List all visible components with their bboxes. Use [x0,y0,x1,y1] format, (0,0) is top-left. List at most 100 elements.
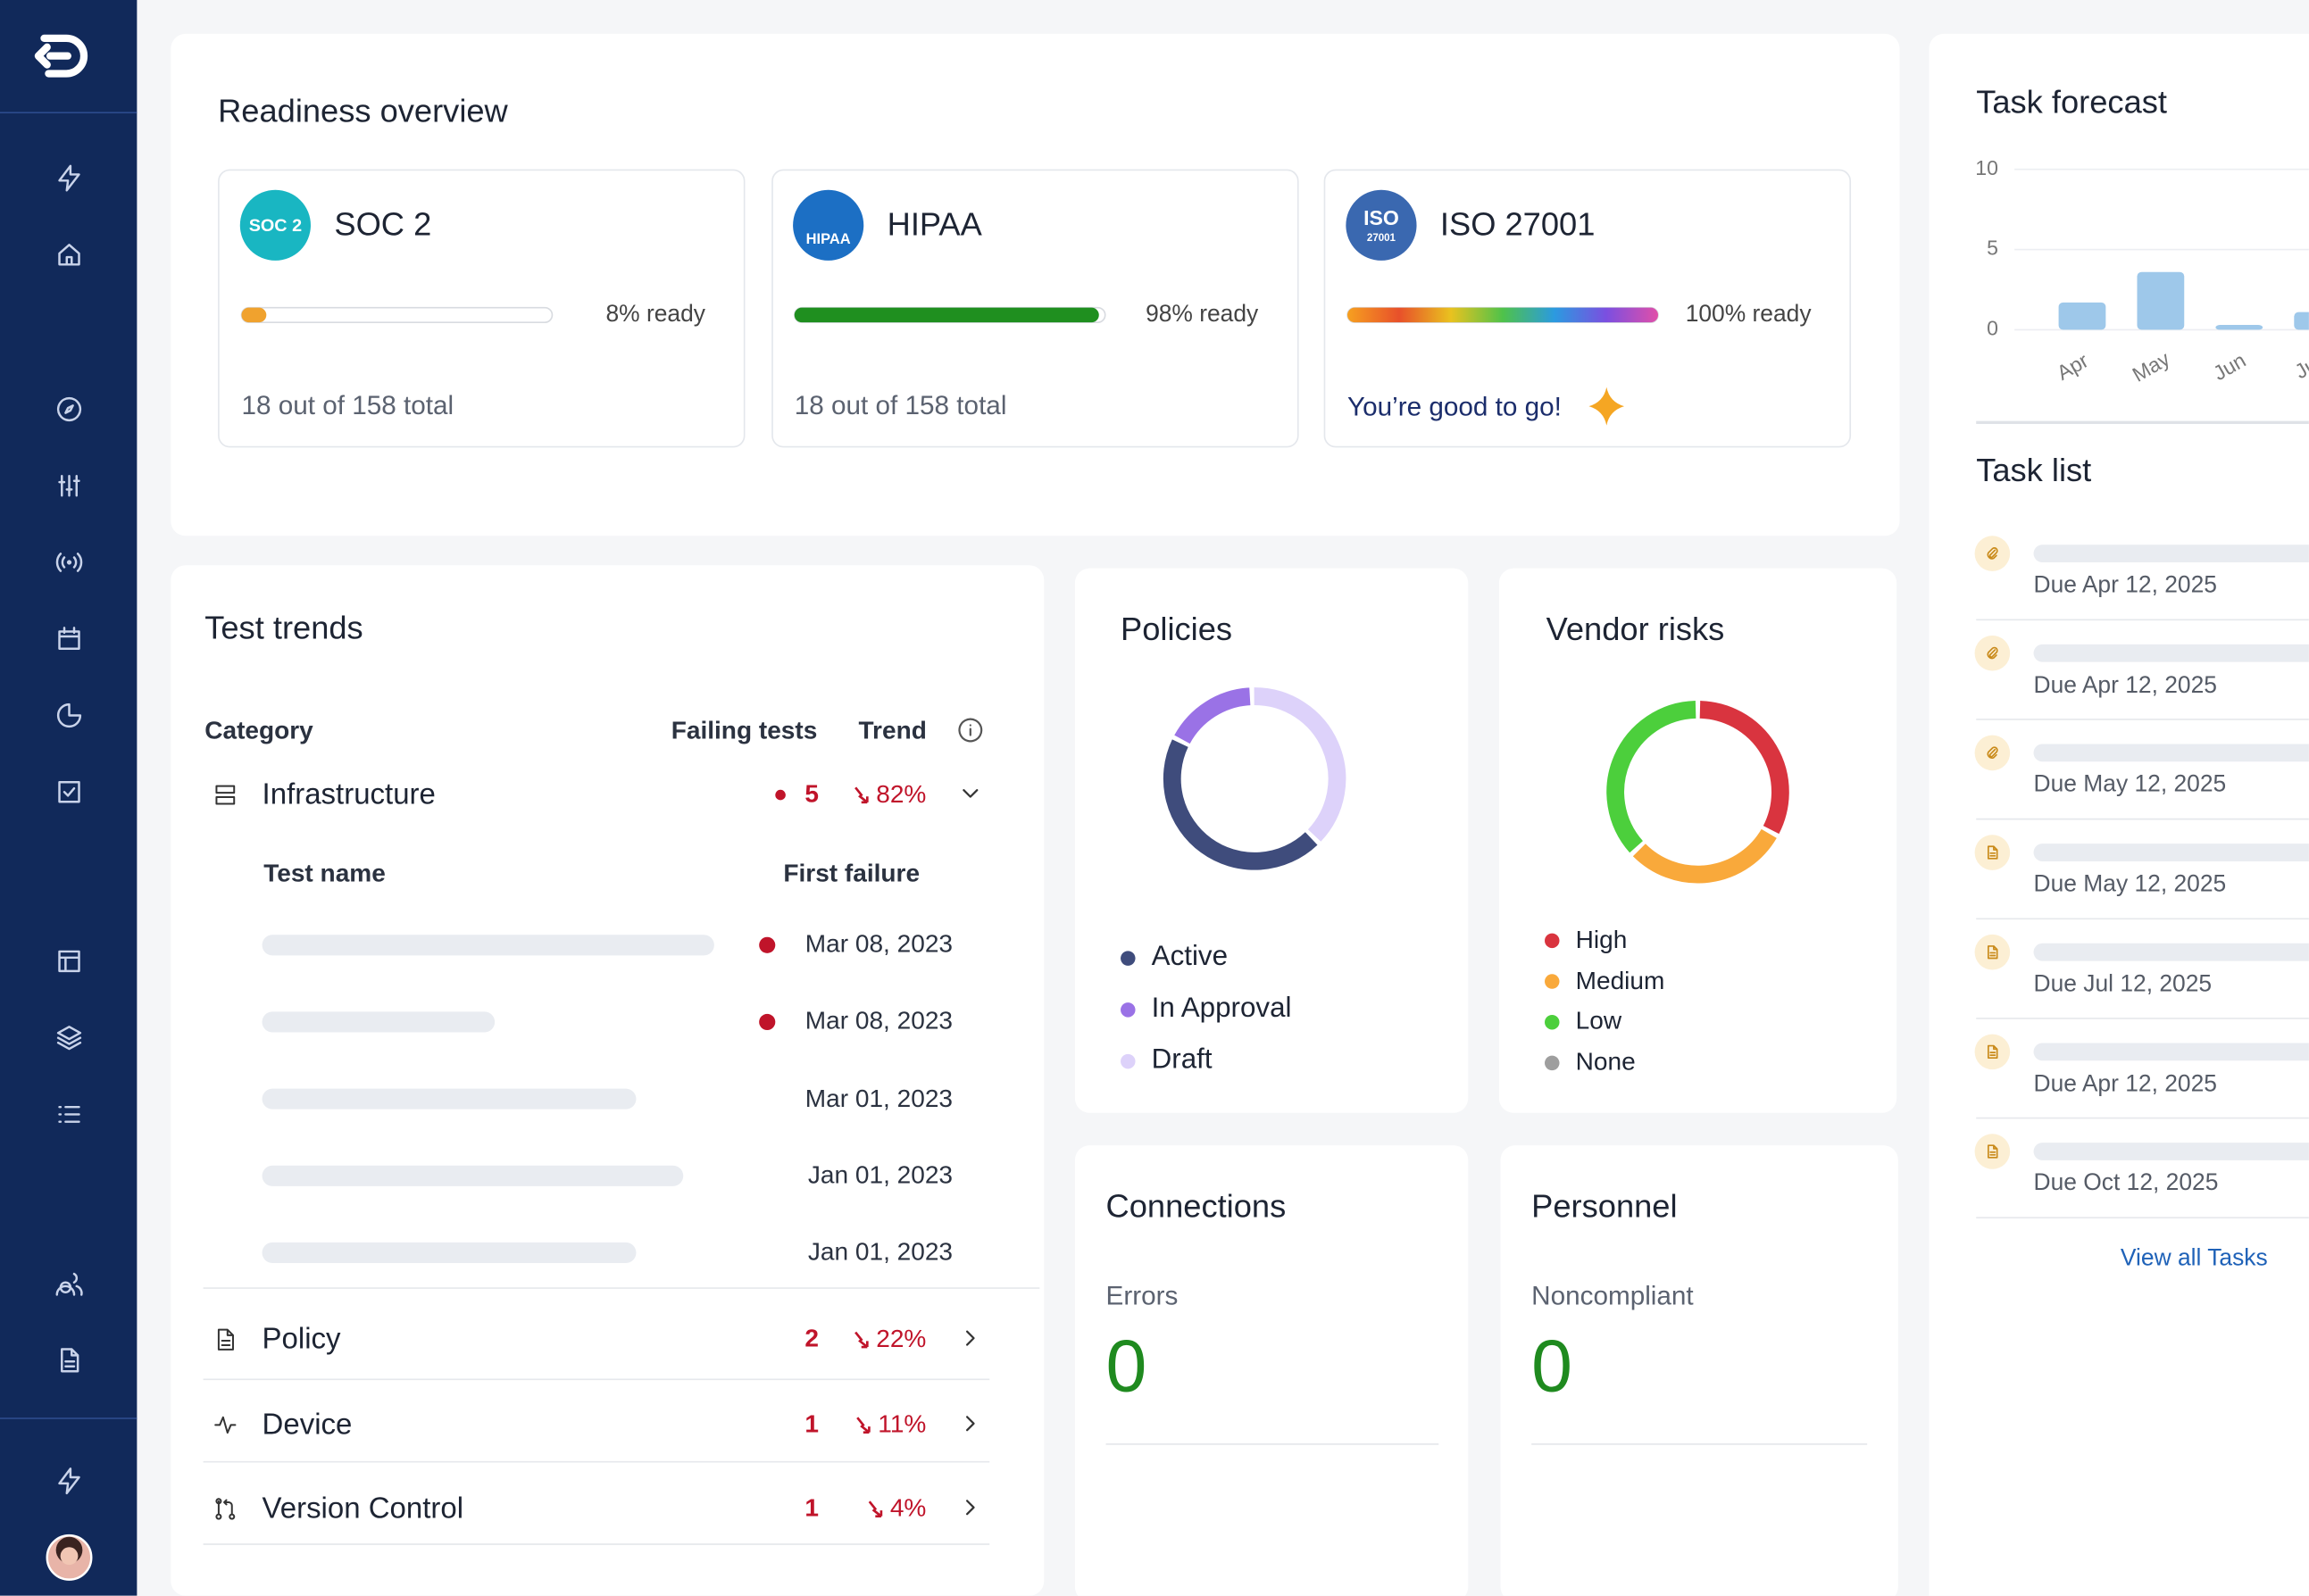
progress-count: 18 out of 158 total [794,390,1007,420]
trend-arrow [854,1331,869,1349]
framework-name: SOC 2 [334,205,432,243]
badge-text: 27001 [1367,233,1396,244]
skeleton [262,1088,637,1110]
nav-icon-shape [58,1467,80,1495]
nav-icon[interactable] [56,702,82,728]
info-icon[interactable] [958,718,983,743]
skeleton [2033,844,2309,861]
view-all-link[interactable]: View all Tasks [2120,1245,2268,1271]
legend-label: Active [1151,941,1229,973]
task-icon [1988,845,1998,860]
expand-toggle[interactable] [965,1500,975,1516]
column-header: Trend [858,716,927,745]
skeleton [2033,544,2309,562]
nav-icon-shape [58,781,80,803]
framework-card [771,169,1298,448]
nav-icon-shape [58,627,80,650]
task-icon [1987,547,1998,560]
nav-icon[interactable] [58,1467,80,1495]
legend-label: Low [1575,1007,1622,1035]
nav-icon[interactable] [56,1026,82,1051]
ready-message: You’re good to go! [1347,392,1562,422]
nav-icon[interactable] [61,1348,79,1373]
bar [2215,325,2263,330]
column-header: Test name [263,859,386,888]
nav-icon[interactable] [58,627,80,650]
framework-card [1323,169,1852,448]
task-icon-shape [1988,945,1998,960]
task-due: Due Apr 12, 2025 [2033,1071,2217,1097]
expand-toggle[interactable] [963,789,979,798]
donut-segment [1606,701,1696,853]
stat-value: 0 [1531,1325,1573,1408]
category-icon-shape [217,1328,234,1351]
failing-count: 5 [804,779,819,809]
sidebar [0,0,138,1596]
task-icon-shape [1988,1044,1998,1059]
nav-icon[interactable] [58,1105,80,1123]
column-header: Failing tests [671,716,818,745]
nav-icon-shape [61,1348,79,1373]
connections-card [1074,1145,1469,1596]
nav-icon[interactable] [55,553,83,572]
nav-icon[interactable] [58,475,80,497]
nav-icon[interactable] [55,1272,83,1296]
progress-count: 18 out of 158 total [241,390,454,420]
bar [2137,271,2185,330]
first-failure: Mar 01, 2023 [804,1084,954,1112]
task-icon-shape [1988,845,1998,860]
sparkle [1588,387,1625,426]
expand-toggle[interactable] [965,1416,975,1432]
first-failure: Jan 01, 2023 [807,1237,954,1266]
nav-icon-shape [58,164,80,192]
x-tick-label: Jun [2209,348,2249,385]
x-tick-label: Apr [2053,348,2092,385]
trend-arrow [854,786,869,804]
nav-icon[interactable] [58,164,80,192]
category-name: Version Control [262,1492,464,1525]
skeleton [262,1165,684,1186]
skeleton [262,1011,496,1033]
legend-label: None [1575,1048,1636,1076]
category-icon-shape [215,785,236,805]
section-title: Readiness overview [218,92,508,129]
nav-icon-shape [56,1026,82,1051]
legend-label: High [1575,926,1628,954]
expand-toggle-shape [965,1416,975,1432]
nav-icon-shape [56,702,82,728]
y-tick-label: 5 [1987,237,1998,260]
donut-segment [1163,739,1318,870]
failure-dot [759,936,776,953]
section-title: Task forecast [1976,83,2167,121]
framework-name: HIPAA [887,205,982,243]
info-icon-shape [958,718,983,743]
nav-icon[interactable] [58,781,80,803]
legend-dot [1545,1055,1560,1071]
task-icon-shape [1987,646,1998,660]
badge-text: HIPAA [806,231,851,247]
trend-arrow [856,1417,871,1434]
x-tick-label: May [2129,346,2174,387]
task-icon [1988,1144,1998,1159]
expand-toggle[interactable] [965,1330,975,1346]
divider [0,1417,138,1419]
skeleton [262,1242,637,1264]
category-icon [214,1416,237,1434]
failure-dot [759,1013,776,1031]
nav-icon[interactable] [56,396,82,421]
trend: 82% [853,780,926,810]
bar [2058,302,2106,330]
task-icon-shape [1988,1144,1998,1159]
stat-label: Noncompliant [1531,1281,1694,1311]
nav-icon-shape [55,553,83,572]
progress-label: 98% ready [1146,302,1259,328]
logo [34,34,88,78]
legend-dot [1545,933,1560,949]
y-tick-label: 10 [1975,156,1998,179]
policies-card [1074,568,1469,1113]
failing-count: 1 [804,1409,819,1438]
nav-icon[interactable] [58,950,80,973]
nav-icon[interactable] [58,244,80,266]
